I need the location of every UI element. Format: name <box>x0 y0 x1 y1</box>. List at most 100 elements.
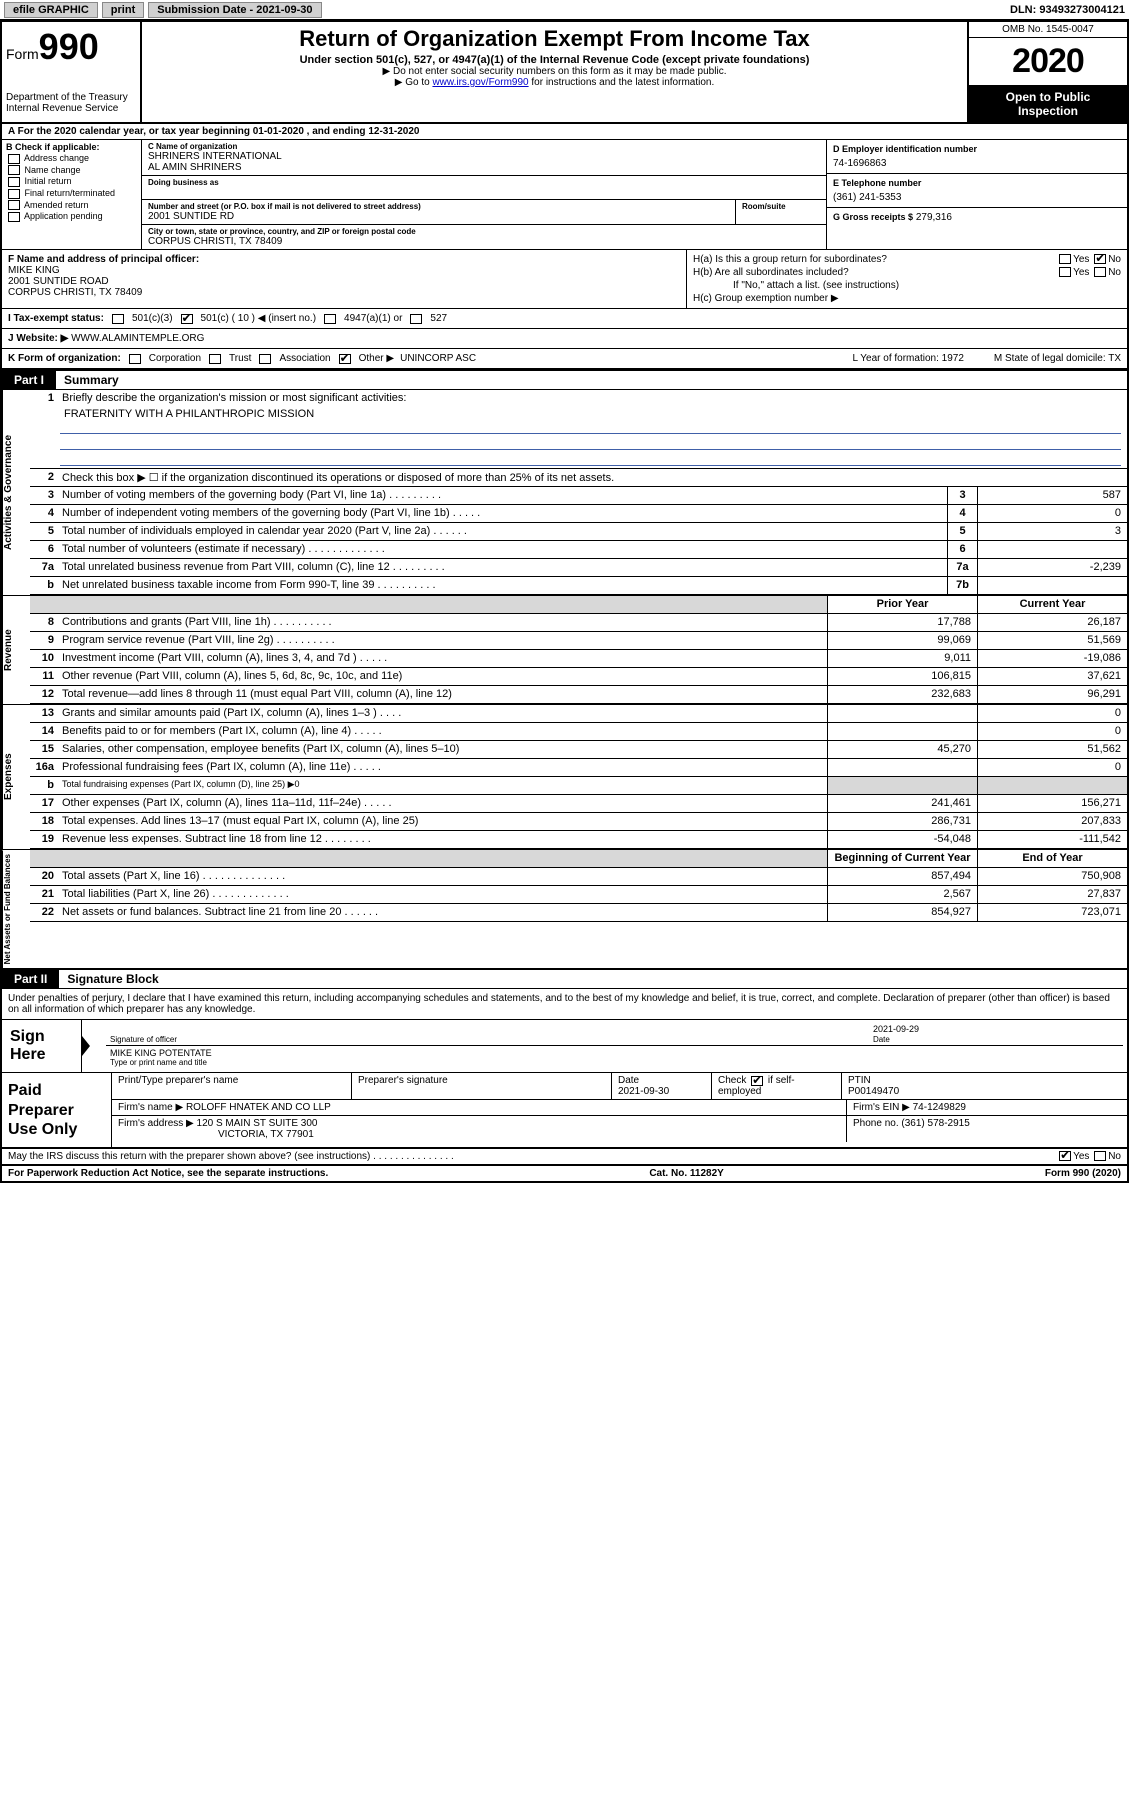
row-desc: Net assets or fund balances. Subtract li… <box>58 904 827 921</box>
row-desc: Total number of volunteers (estimate if … <box>58 541 947 558</box>
summary-row: 15Salaries, other compensation, employee… <box>30 741 1127 759</box>
officer-name: MIKE KING <box>8 265 680 276</box>
firm-addr-label: Firm's address ▶ <box>118 1118 194 1129</box>
vlabel-net: Net Assets or Fund Balances <box>2 850 30 968</box>
chk-final[interactable] <box>8 189 20 199</box>
chk-other[interactable] <box>339 354 351 364</box>
row-a-period: A For the 2020 calendar year, or tax yea… <box>2 124 1127 140</box>
firm-addr1: 120 S MAIN ST SUITE 300 <box>197 1118 318 1129</box>
org-city: CORPUS CHRISTI, TX 78409 <box>148 236 820 247</box>
form990-link[interactable]: www.irs.gov/Form990 <box>432 77 528 88</box>
ha-label: H(a) Is this a group return for subordin… <box>693 254 887 265</box>
hb-no[interactable] <box>1094 267 1106 277</box>
chk-501c[interactable] <box>181 314 193 324</box>
row-desc: Net unrelated business taxable income fr… <box>58 577 947 594</box>
firm-phone-label: Phone no. <box>853 1118 899 1129</box>
hb-yes[interactable] <box>1059 267 1071 277</box>
inspect2: Inspection <box>971 104 1125 118</box>
hdr-begin: Beginning of Current Year <box>827 850 977 867</box>
summary-row: bNet unrelated business taxable income f… <box>30 577 1127 595</box>
chk-initial[interactable] <box>8 177 20 187</box>
part2-header: Part II Signature Block <box>2 968 1127 989</box>
row-current: 37,621 <box>977 668 1127 685</box>
summary-row: 5Total number of individuals employed in… <box>30 523 1127 541</box>
summary-row: 14Benefits paid to or for members (Part … <box>30 723 1127 741</box>
hdr-current: Current Year <box>977 596 1127 613</box>
city-label: City or town, state or province, country… <box>148 227 820 236</box>
hdr-end: End of Year <box>977 850 1127 867</box>
row-current: 0 <box>977 705 1127 722</box>
row-desc: Other revenue (Part VIII, column (A), li… <box>58 668 827 685</box>
row-current: -19,086 <box>977 650 1127 667</box>
row-i: I Tax-exempt status: 501(c)(3) 501(c) ( … <box>2 309 1127 329</box>
omb-year-block: OMB No. 1545-0047 2020 Open to Public In… <box>967 22 1127 122</box>
name-title-label: Type or print name and title <box>110 1058 212 1067</box>
discuss-question: May the IRS discuss this return with the… <box>8 1151 454 1162</box>
chk-527[interactable] <box>410 314 422 324</box>
officer-addr1: 2001 SUNTIDE ROAD <box>8 276 680 287</box>
chk-amended[interactable] <box>8 200 20 210</box>
inspect1: Open to Public <box>971 90 1125 104</box>
room-label: Room/suite <box>742 202 820 211</box>
form-prefix: Form <box>6 46 39 62</box>
form-subtitle: Under section 501(c), 527, or 4947(a)(1)… <box>150 54 959 66</box>
irs-label: Internal Revenue Service <box>6 103 136 114</box>
section-d: D Employer identification number 74-1696… <box>827 140 1127 249</box>
prep-sig-hdr: Preparer's signature <box>352 1073 612 1099</box>
chk-assoc[interactable] <box>259 354 271 364</box>
row-val: 587 <box>977 487 1127 504</box>
row-prior: 17,788 <box>827 614 977 631</box>
row-desc: Program service revenue (Part VIII, line… <box>58 632 827 649</box>
summary-row: 20Total assets (Part X, line 16) . . . .… <box>30 868 1127 886</box>
row-box: 7a <box>947 559 977 576</box>
chk-501c3[interactable] <box>112 314 124 324</box>
discuss-no[interactable] <box>1094 1151 1106 1161</box>
part1-title: Summary <box>56 373 119 387</box>
row-val: 3 <box>977 523 1127 540</box>
row-desc: Total assets (Part X, line 16) . . . . .… <box>58 868 827 885</box>
row-prior <box>827 705 977 722</box>
gross-receipts: 279,316 <box>916 212 952 223</box>
summary-row: bTotal fundraising expenses (Part IX, co… <box>30 777 1127 795</box>
chk-4947[interactable] <box>324 314 336 324</box>
chk-address[interactable] <box>8 154 20 164</box>
row-box: 5 <box>947 523 977 540</box>
row-desc: Total number of individuals employed in … <box>58 523 947 540</box>
b-label: B Check if applicable: <box>6 142 137 152</box>
ha-no[interactable] <box>1094 254 1106 264</box>
discuss-yes[interactable] <box>1059 1151 1071 1161</box>
row-prior: 45,270 <box>827 741 977 758</box>
row-desc: Professional fundraising fees (Part IX, … <box>58 759 827 776</box>
part1-tab: Part I <box>2 371 56 389</box>
summary-row: 6Total number of volunteers (estimate if… <box>30 541 1127 559</box>
dept-label: Department of the Treasury <box>6 92 136 103</box>
ha-yes[interactable] <box>1059 254 1071 264</box>
hb-label: H(b) Are all subordinates included? <box>693 267 849 278</box>
row-val: -2,239 <box>977 559 1127 576</box>
summary-row: 12Total revenue—add lines 8 through 11 (… <box>30 686 1127 704</box>
prep-date: 2021-09-30 <box>618 1086 669 1097</box>
print-button[interactable]: print <box>102 2 144 18</box>
signer-name: MIKE KING POTENTATE <box>110 1048 212 1058</box>
chk-trust[interactable] <box>209 354 221 364</box>
paid-preparer-label: Paid Preparer Use Only <box>2 1073 112 1147</box>
form-id-block: Form990 Department of the Treasury Inter… <box>2 22 142 122</box>
org-name1: SHRINERS INTERNATIONAL <box>148 151 820 162</box>
row-desc: Other expenses (Part IX, column (A), lin… <box>58 795 827 812</box>
row-desc: Total fundraising expenses (Part IX, col… <box>58 777 827 794</box>
row-current: 51,562 <box>977 741 1127 758</box>
e-phone-label: E Telephone number <box>833 178 1121 188</box>
section-b: B Check if applicable: Address change Na… <box>2 140 142 249</box>
row-prior: 241,461 <box>827 795 977 812</box>
row-box: 6 <box>947 541 977 558</box>
row-current: 207,833 <box>977 813 1127 830</box>
chk-corp[interactable] <box>129 354 141 364</box>
chk-name[interactable] <box>8 165 20 175</box>
officer-addr2: CORPUS CHRISTI, TX 78409 <box>8 287 680 298</box>
row-prior: 232,683 <box>827 686 977 703</box>
chk-application[interactable] <box>8 212 20 222</box>
firm-ein: 74-1249829 <box>913 1102 966 1113</box>
row-desc: Number of independent voting members of … <box>58 505 947 522</box>
omb-number: OMB No. 1545-0047 <box>969 22 1127 38</box>
chk-self-employed[interactable] <box>751 1076 763 1086</box>
